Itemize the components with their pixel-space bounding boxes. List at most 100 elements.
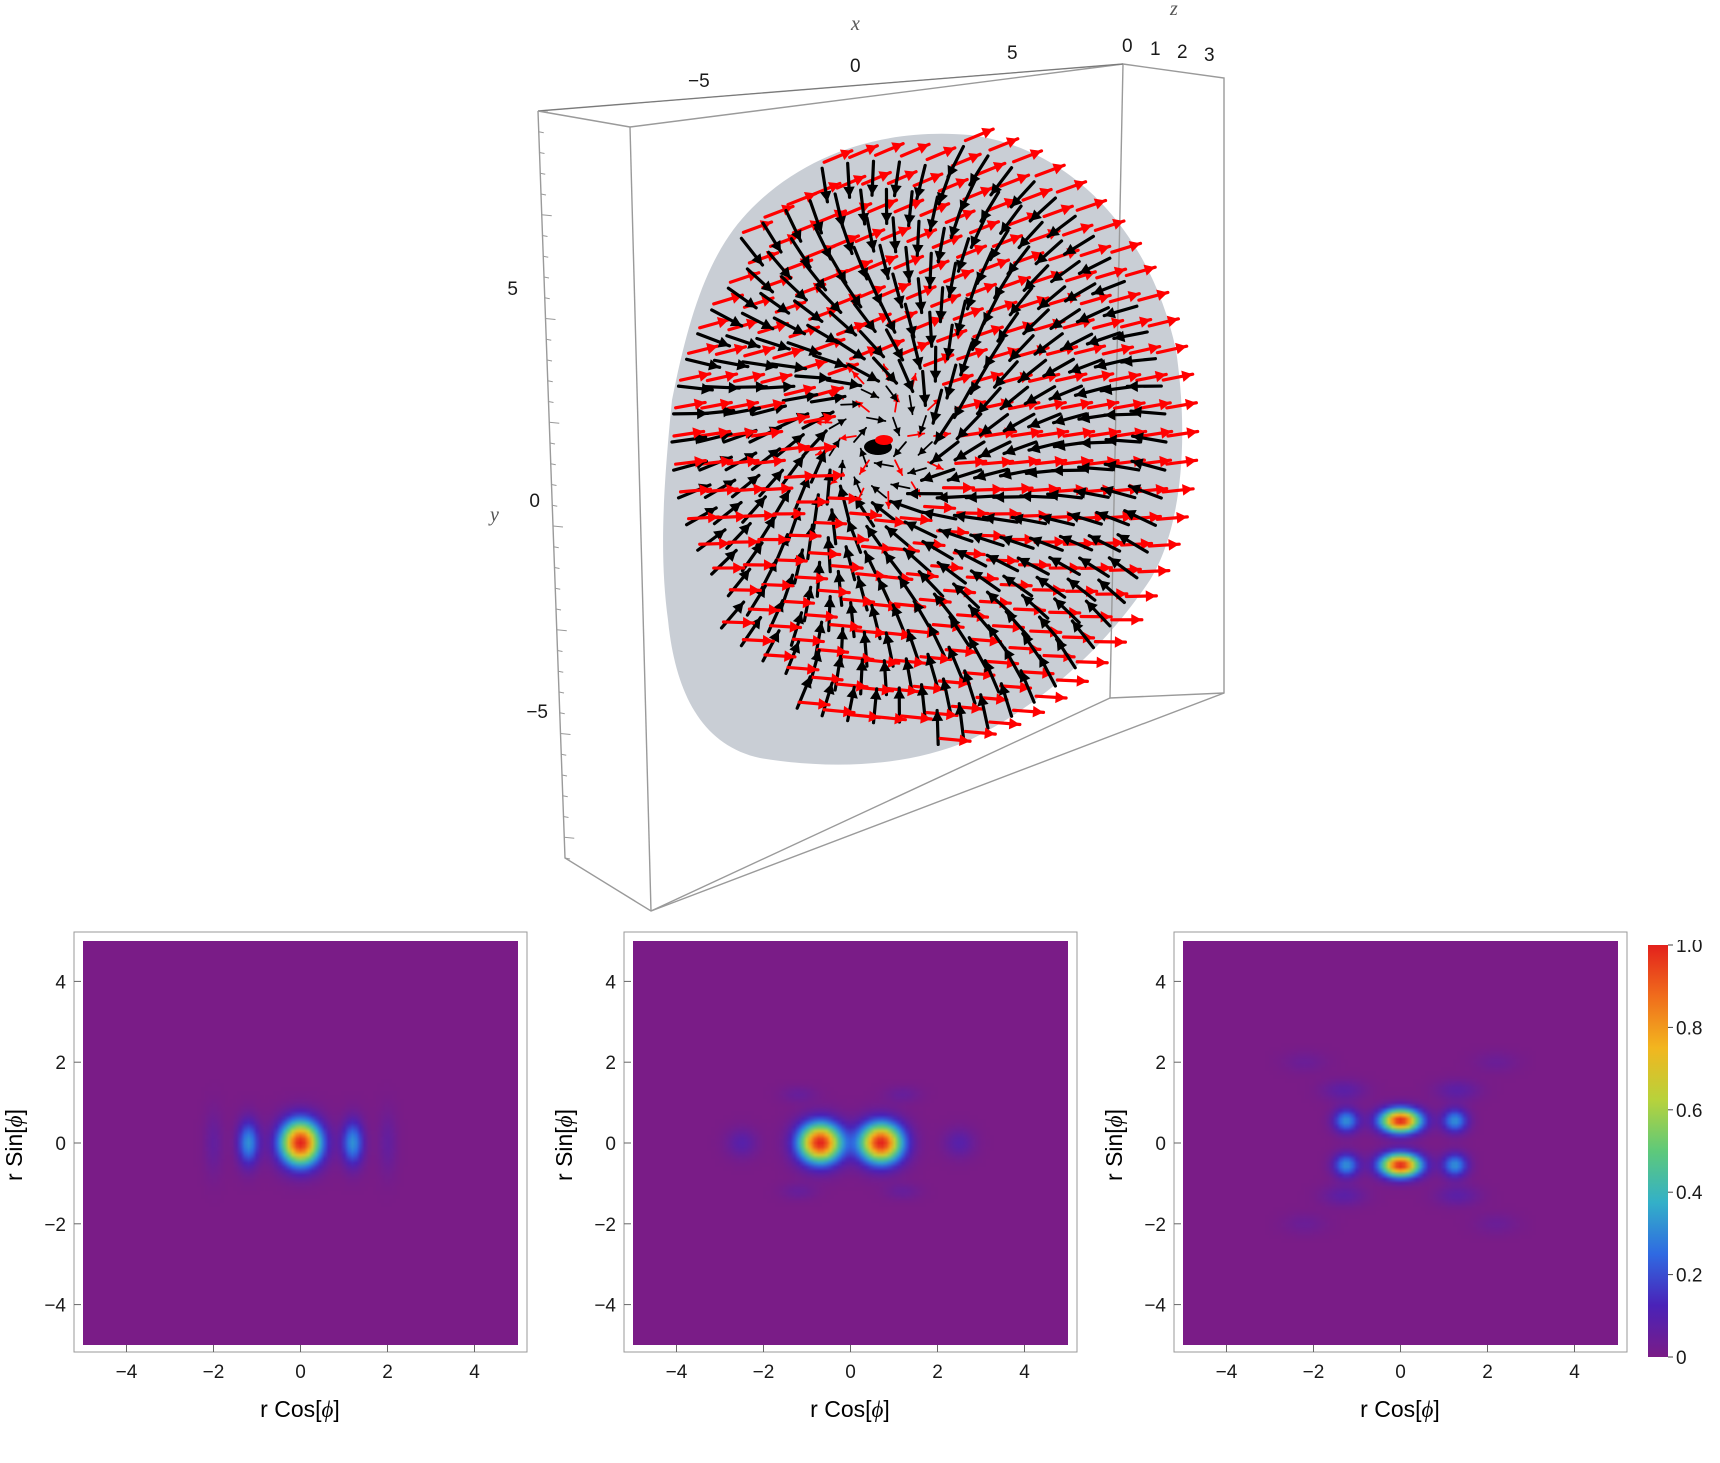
x-tick-label: 2: [1482, 1362, 1493, 1383]
red-arrow: [757, 533, 791, 546]
black-arrow: [1050, 464, 1088, 477]
black-arrow: [904, 190, 916, 228]
black-arrow: [696, 528, 727, 552]
red-arrow: [810, 673, 844, 685]
black-arrow: [944, 363, 958, 400]
black-arrow: [969, 362, 990, 395]
black-arrow: [917, 570, 945, 598]
black-arrow: [931, 708, 944, 747]
y-tick-label: −4: [1144, 1296, 1166, 1317]
red-arrow: [873, 516, 908, 528]
black-arrow: [1078, 556, 1110, 578]
red-arrow: [912, 682, 946, 694]
black-arrow: [846, 518, 863, 554]
y-axis-tick: [542, 235, 548, 237]
black-arrow: [853, 476, 863, 496]
black-arrow: [794, 371, 832, 384]
y-axis-tick: [549, 421, 560, 424]
red-arrow: [1034, 691, 1068, 704]
black-arrow: [962, 669, 977, 705]
red-arrow: [786, 663, 820, 675]
red-arrow: [906, 228, 938, 244]
black-arrow: [870, 501, 901, 526]
y-axis-tick: [544, 297, 550, 300]
x-axis-label: r Cos[ϕ]: [810, 1396, 890, 1422]
red-arrow: [950, 152, 982, 168]
black-arrow: [945, 261, 958, 299]
y-tick-label: 4: [55, 972, 66, 993]
black-arrow: [953, 440, 986, 462]
colorbar-tick-label: 0: [1676, 1348, 1687, 1369]
red-arrow: [1073, 343, 1107, 355]
black-arrow: [927, 623, 946, 658]
black-arrow: [828, 310, 858, 337]
z-tick-label: 3: [1204, 45, 1215, 66]
red-arrow: [1010, 427, 1044, 439]
black-arrow: [1022, 264, 1050, 292]
red-arrow: [1007, 455, 1041, 468]
black-arrow: [917, 441, 933, 456]
black-arrow: [929, 345, 942, 383]
y-axis-tick: [545, 318, 556, 320]
y-axis-tick: [541, 214, 552, 217]
black-arrow: [1038, 513, 1075, 527]
red-arrow: [894, 459, 904, 477]
black-arrow: [865, 216, 878, 253]
red-arrow: [741, 634, 775, 647]
red-arrow: [782, 596, 816, 609]
black-arrow: [1055, 637, 1077, 670]
black-arrow: [999, 204, 1023, 235]
red-arrow: [1079, 244, 1112, 258]
x-axis-label: r Cos[ϕ]: [260, 1396, 340, 1422]
red-arrow: [1011, 705, 1046, 718]
red-arrow: [886, 170, 918, 185]
z-tick-label: 2: [1177, 42, 1188, 63]
y-axis-tick: [538, 131, 544, 134]
black-arrow: [983, 336, 1005, 369]
black-arrow: [972, 467, 1010, 481]
black-arrow: [983, 659, 1001, 694]
red-arrow: [925, 146, 957, 162]
black-arrow: [967, 636, 988, 670]
x-tick-label: −2: [1303, 1362, 1325, 1383]
black-arrow: [940, 677, 953, 714]
black-arrow: [1037, 654, 1057, 688]
y-axis-tick: [561, 774, 568, 777]
red-arrow: [1093, 636, 1128, 648]
black-arrow: [758, 468, 785, 498]
black-arrow: [975, 250, 994, 285]
red-arrow: [925, 708, 959, 721]
black-arrow: [1100, 485, 1137, 500]
black-arrow: [903, 520, 938, 539]
red-arrow: [804, 610, 838, 623]
black-arrow: [1008, 334, 1035, 363]
black-arrow: [933, 413, 956, 445]
red-arrow: [954, 456, 988, 468]
black-arrow: [916, 683, 929, 721]
y-tick-label: −5: [526, 702, 548, 723]
red-arrow: [1147, 539, 1181, 551]
black-arrow: [955, 412, 983, 441]
black-arrow: [1048, 384, 1084, 401]
red-arrow: [803, 442, 837, 454]
black-arrow: [978, 413, 1010, 437]
black-arrow: [954, 702, 967, 740]
x-tick-label: −2: [203, 1362, 225, 1383]
red-arrow: [728, 584, 762, 596]
y-axis-ticks: [537, 110, 575, 860]
black-arrow: [929, 440, 960, 465]
black-arrow: [1084, 599, 1112, 628]
red-arrow: [884, 490, 893, 510]
black-arrow: [750, 447, 782, 471]
black-arrow: [676, 383, 714, 395]
black-arrow: [1129, 406, 1167, 418]
red-arrow: [1165, 455, 1199, 468]
black-arrow: [920, 508, 958, 521]
red-arrow: [841, 652, 875, 665]
red-arrow: [861, 170, 892, 186]
y-axis-tick: [555, 608, 562, 611]
y-axis-label: r Sin[ϕ]: [1101, 1109, 1127, 1181]
black-arrow: [712, 500, 743, 526]
y-axis-tick: [540, 172, 546, 175]
black-arrow: [1063, 282, 1097, 303]
